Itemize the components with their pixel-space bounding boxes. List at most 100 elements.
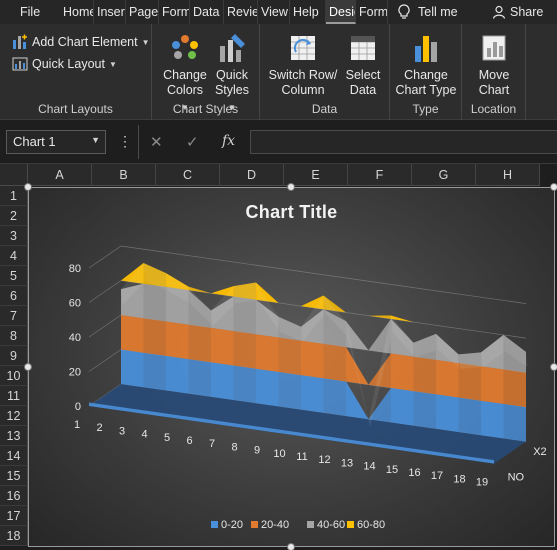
chart-title[interactable]: Chart Title (245, 202, 338, 222)
move-chart-button[interactable]: Move Chart (466, 32, 522, 98)
row-header-14[interactable]: 14 (0, 446, 28, 466)
select-data-button[interactable]: Select Data (340, 32, 386, 98)
resize-handle-right[interactable] (550, 363, 557, 371)
insert-function-icon[interactable]: fx (222, 133, 236, 149)
resize-handle-top-right[interactable] (550, 183, 557, 191)
row-header-15[interactable]: 15 (0, 466, 28, 486)
surface-highlight (256, 282, 281, 333)
column-header-g[interactable]: G (412, 164, 476, 186)
chart-object[interactable]: Chart Title 0 20 40 60 80 1 2 3 4 5 6 7 8 9 10 11 12 13 14… (28, 187, 555, 547)
surface-highlight (368, 315, 393, 428)
surface-band-40-60 (503, 334, 526, 373)
surface-band-0-20 (503, 403, 526, 442)
row-header-18[interactable]: 18 (0, 526, 28, 546)
change-colors-label-2: Colors (166, 83, 204, 97)
surface-highlight (211, 286, 236, 326)
row-header-5[interactable]: 5 (0, 266, 28, 286)
x-tick-label: 4 (141, 429, 147, 441)
cancel-icon[interactable]: ✕ (150, 134, 163, 151)
column-header-f[interactable]: F (348, 164, 412, 186)
tab-home[interactable]: Home (60, 0, 94, 24)
formula-input[interactable] (250, 130, 557, 154)
name-box[interactable]: Chart 1 ▼ (6, 130, 106, 154)
surface-highlight (413, 333, 438, 358)
chevron-down-icon: ▼ (141, 37, 150, 47)
row-header-1[interactable]: 1 (0, 186, 28, 206)
column-header-b[interactable]: B (92, 164, 156, 186)
tab-format[interactable]: Format (356, 0, 388, 24)
surface-band-20-40 (391, 353, 414, 392)
chevron-down-icon[interactable]: ▼ (91, 135, 100, 145)
row-header-10[interactable]: 10 (0, 366, 28, 386)
row-header-17[interactable]: 17 (0, 506, 28, 526)
tab-review[interactable]: Review (224, 0, 258, 24)
tab-file[interactable]: File (20, 5, 41, 19)
surface-band-60-80 (211, 286, 234, 297)
surface-band-0-20 (121, 349, 144, 388)
x-tick-label: 8 (231, 441, 237, 453)
switch-row-column-button[interactable]: Switch Row/ Column (266, 32, 340, 98)
row-header-2[interactable]: 2 (0, 206, 28, 226)
surface-front-strip (89, 402, 494, 464)
column-header-a[interactable]: A (28, 164, 92, 186)
quick-styles-button[interactable]: Quick Styles ▼ (210, 32, 254, 115)
surface-band-0-20 (301, 375, 324, 413)
person-icon (492, 5, 506, 19)
row-header-9[interactable]: 9 (0, 346, 28, 366)
tab-insert[interactable]: Insert (94, 0, 126, 24)
tab-view[interactable]: View (258, 0, 290, 24)
share-button[interactable]: Share (484, 0, 546, 24)
enter-checkmark-icon[interactable]: ✓ (186, 134, 199, 151)
column-header-h[interactable]: H (476, 164, 540, 186)
surface-band-40-60 (143, 283, 166, 322)
group-label-chart-layouts: Chart Layouts (38, 102, 113, 116)
more-options-icon[interactable]: ⋮ (118, 133, 132, 149)
row-header-3[interactable]: 3 (0, 226, 28, 246)
row-header-13[interactable]: 13 (0, 426, 28, 446)
quick-styles-icon (220, 34, 245, 62)
surface-band-40-60 (346, 321, 369, 351)
row-header-4[interactable]: 4 (0, 246, 28, 266)
surface-highlight (391, 315, 416, 358)
row-header-8[interactable]: 8 (0, 326, 28, 346)
legend-label: 0-20 (221, 519, 243, 531)
change-colors-button[interactable]: Change Colors ▼ (162, 32, 208, 115)
surface-band-20-40 (436, 359, 459, 398)
row-header-6[interactable]: 6 (0, 286, 28, 306)
resize-handle-bottom[interactable] (287, 543, 295, 550)
row-header-7[interactable]: 7 (0, 306, 28, 326)
change-chart-type-button[interactable]: Change Chart Type (394, 32, 458, 98)
surface-highlight (458, 352, 483, 369)
surface-band-40-60 (256, 299, 279, 338)
resize-handle-top[interactable] (287, 183, 295, 191)
surface-highlight (233, 282, 258, 304)
surface-band-40-60 (188, 290, 211, 328)
x-tick-label: 10 (273, 448, 285, 460)
tab-chart-design[interactable]: Design (326, 0, 356, 24)
surface-highlight (188, 286, 213, 326)
surface-band-20-40 (503, 369, 526, 408)
legend-swatch (307, 521, 314, 528)
name-box-value: Chart 1 (13, 134, 56, 149)
tell-me-search[interactable]: Tell me (388, 0, 484, 24)
move-chart-icon (482, 35, 506, 61)
x-tick-label: 13 (341, 457, 353, 469)
tab-help[interactable]: Help (290, 0, 326, 24)
tab-data[interactable]: Data (190, 0, 224, 24)
resize-handle-left[interactable] (24, 363, 32, 371)
tab-formulas[interactable]: Formulas (159, 0, 190, 24)
add-chart-element-button[interactable]: Add Chart Element ▼ (12, 34, 150, 50)
tab-page-layout[interactable]: Page (126, 0, 159, 24)
formula-bar: Chart 1 ▼ ⋮ ✕ ✓ fx (0, 121, 557, 164)
row-header-16[interactable]: 16 (0, 486, 28, 506)
column-header-d[interactable]: D (220, 164, 284, 186)
surface-band-0-20 (391, 387, 414, 426)
resize-handle-top-left[interactable] (24, 183, 32, 191)
select-all-corner[interactable] (0, 164, 28, 186)
column-header-e[interactable]: E (284, 164, 348, 186)
quick-layout-button[interactable]: Quick Layout ▼ (12, 56, 117, 72)
column-header-c[interactable]: C (156, 164, 220, 186)
row-header-12[interactable]: 12 (0, 406, 28, 426)
row-header-11[interactable]: 11 (0, 386, 28, 406)
